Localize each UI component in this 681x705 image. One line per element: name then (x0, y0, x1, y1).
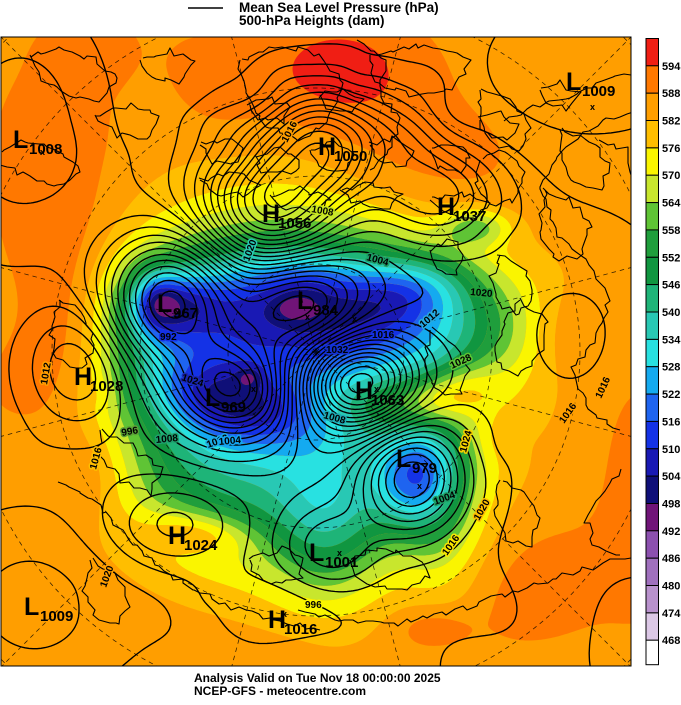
svg-text:1028: 1028 (90, 378, 123, 395)
svg-text:516: 516 (662, 416, 680, 428)
svg-text:L: L (396, 445, 411, 473)
svg-text:x: x (40, 147, 45, 157)
svg-text:L: L (157, 290, 172, 318)
svg-text:967: 967 (173, 305, 198, 322)
svg-text:H: H (437, 193, 455, 221)
svg-text:528: 528 (662, 362, 680, 374)
svg-text:468: 468 (662, 635, 680, 647)
svg-text:L: L (13, 126, 28, 154)
svg-text:H: H (355, 377, 373, 405)
svg-text:984: 984 (313, 302, 339, 319)
svg-text:504: 504 (662, 471, 681, 483)
svg-text:x: x (352, 314, 357, 324)
svg-text:x: x (590, 102, 595, 112)
svg-text:1063: 1063 (371, 392, 404, 409)
svg-text:NCEP-GFS - meteocentre.com: NCEP-GFS - meteocentre.com (194, 684, 366, 698)
svg-text:486: 486 (662, 553, 680, 565)
svg-text:540: 540 (662, 307, 680, 319)
svg-text:H: H (168, 522, 186, 550)
svg-text:x: x (337, 548, 342, 558)
svg-text:L: L (205, 384, 220, 412)
svg-text:1032: 1032 (326, 345, 349, 356)
svg-text:588: 588 (662, 88, 680, 100)
svg-text:594: 594 (662, 61, 681, 73)
svg-text:1024: 1024 (184, 537, 218, 554)
svg-text:969: 969 (221, 399, 246, 416)
svg-text:546: 546 (662, 280, 680, 292)
svg-text:522: 522 (662, 389, 680, 401)
svg-text:552: 552 (662, 252, 680, 264)
svg-text:570: 570 (662, 170, 680, 182)
svg-text:1020: 1020 (470, 287, 494, 300)
svg-text:H: H (262, 200, 280, 228)
svg-text:1008: 1008 (29, 141, 62, 158)
svg-text:Analysis Valid on Tue Nov 18 0: Analysis Valid on Tue Nov 18 00:00:00 20… (194, 671, 441, 685)
svg-text:564: 564 (662, 198, 681, 210)
svg-text:L: L (24, 593, 39, 621)
svg-text:L: L (297, 287, 312, 315)
svg-text:H: H (268, 606, 286, 634)
svg-text:H: H (318, 133, 336, 161)
svg-text:979: 979 (412, 460, 437, 477)
svg-text:x: x (175, 307, 180, 317)
svg-text:1037: 1037 (453, 208, 486, 225)
svg-text:582: 582 (662, 116, 680, 128)
svg-text:H: H (74, 363, 92, 391)
svg-text:492: 492 (662, 526, 680, 538)
svg-text:x: x (251, 384, 256, 394)
svg-text:500-hPa Heights (dam): 500-hPa Heights (dam) (239, 13, 385, 28)
svg-text:1009: 1009 (40, 608, 73, 625)
svg-text:1050: 1050 (334, 148, 367, 165)
svg-text:996: 996 (305, 600, 322, 611)
svg-text:1016: 1016 (372, 330, 395, 341)
svg-text:L: L (309, 539, 324, 567)
svg-text:1008: 1008 (155, 433, 179, 446)
svg-text:480: 480 (662, 581, 680, 593)
svg-text:558: 558 (662, 225, 680, 237)
svg-text:498: 498 (662, 499, 680, 511)
svg-text:x: x (305, 312, 310, 322)
svg-text:510: 510 (662, 444, 680, 456)
svg-text:L: L (566, 68, 581, 96)
svg-text:Mean Sea Level Pressure (hPa): Mean Sea Level Pressure (hPa) (239, 0, 439, 15)
svg-text:576: 576 (662, 143, 680, 155)
svg-text:x: x (417, 481, 422, 491)
svg-text:1001: 1001 (325, 554, 358, 571)
svg-text:x: x (374, 384, 379, 394)
svg-text:474: 474 (662, 608, 681, 620)
svg-text:1056: 1056 (278, 215, 311, 232)
svg-text:1004: 1004 (218, 435, 242, 448)
svg-text:x: x (282, 609, 287, 619)
svg-text:1009: 1009 (582, 83, 615, 100)
svg-text:534: 534 (662, 334, 681, 346)
svg-text:992: 992 (160, 332, 177, 343)
svg-text:1016: 1016 (284, 621, 317, 638)
svg-text:996: 996 (121, 425, 140, 439)
